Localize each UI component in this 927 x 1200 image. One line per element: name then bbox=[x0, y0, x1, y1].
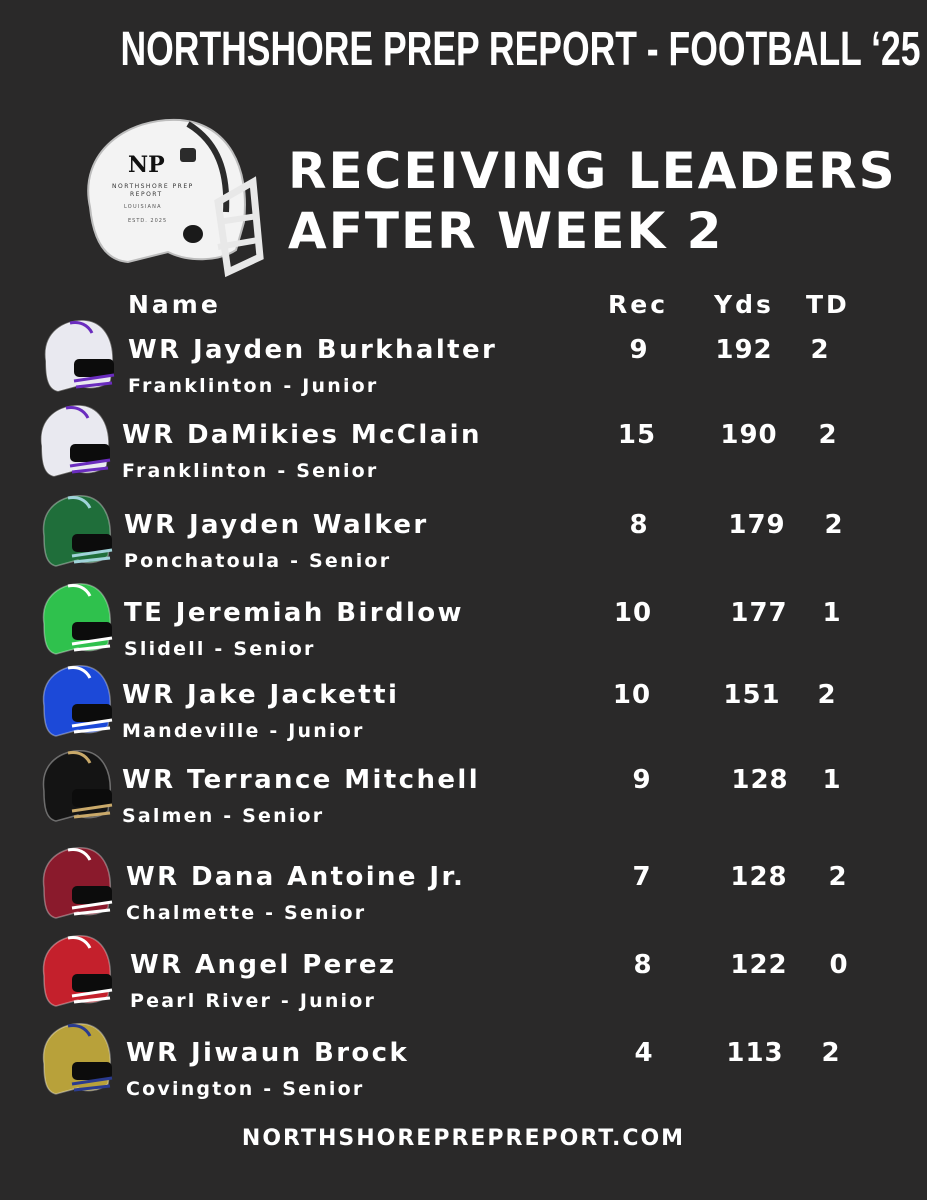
team-helmet-icon bbox=[38, 842, 114, 926]
svg-text:NORTHSHORE PREP: NORTHSHORE PREP bbox=[112, 183, 194, 190]
player-name: WR Dana Antoine Jr. bbox=[126, 862, 466, 892]
stat-yds: 192 bbox=[715, 335, 773, 365]
team-helmet-icon bbox=[36, 400, 112, 484]
stat-rec: 4 bbox=[634, 1038, 654, 1068]
team-helmet-icon bbox=[40, 315, 116, 399]
column-header-name: Name bbox=[128, 290, 221, 319]
stat-rec: 9 bbox=[629, 335, 649, 365]
page-title: NORTHSHORE PREP REPORT - FOOTBALL ‘25 bbox=[120, 23, 921, 76]
stat-td: 2 bbox=[821, 1038, 841, 1068]
stat-rec: 8 bbox=[629, 510, 649, 540]
player-name: WR Jayden Burkhalter bbox=[128, 335, 498, 365]
player-school-class: Franklinton - Junior bbox=[128, 375, 379, 397]
stat-rec: 8 bbox=[633, 950, 653, 980]
stat-rec: 10 bbox=[612, 680, 652, 710]
player-name: TE Jeremiah Birdlow bbox=[124, 598, 464, 628]
column-header-yds: Yds bbox=[714, 290, 774, 319]
stat-yds: 151 bbox=[723, 680, 781, 710]
stat-rec: 7 bbox=[632, 862, 652, 892]
player-name: WR Terrance Mitchell bbox=[122, 765, 481, 795]
player-name: WR Jayden Walker bbox=[124, 510, 429, 540]
player-school-class: Franklinton - Senior bbox=[122, 460, 379, 482]
stat-yds: 190 bbox=[720, 420, 778, 450]
player-school-class: Covington - Senior bbox=[126, 1078, 365, 1100]
team-helmet-icon bbox=[38, 745, 114, 829]
stat-td: 1 bbox=[822, 765, 842, 795]
team-helmet-icon bbox=[38, 578, 114, 662]
leader-row: WR Jayden Burkhalter Franklinton - Junior… bbox=[0, 320, 927, 425]
brand-logo-text: NP bbox=[128, 152, 165, 178]
footer-url: NORTHSHOREPREPREPORT.COM bbox=[241, 1126, 686, 1151]
stat-td: 2 bbox=[810, 335, 830, 365]
column-header-td: TD bbox=[806, 290, 850, 319]
stat-td: 2 bbox=[817, 680, 837, 710]
team-helmet-icon bbox=[38, 1018, 114, 1102]
svg-text:REPORT: REPORT bbox=[130, 191, 163, 198]
headline-line-2: AFTER WEEK 2 bbox=[288, 202, 724, 260]
leader-row: WR DaMikies McClain Franklinton - Senior 1… bbox=[0, 405, 927, 510]
stat-yds: 113 bbox=[726, 1038, 784, 1068]
team-helmet-icon bbox=[38, 930, 114, 1014]
player-name: WR DaMikies McClain bbox=[122, 420, 482, 450]
stat-rec: 10 bbox=[613, 598, 653, 628]
stat-td: 1 bbox=[822, 598, 842, 628]
headline-line-1: RECEIVING LEADERS bbox=[288, 142, 897, 200]
stat-td: 2 bbox=[828, 862, 848, 892]
leader-row: WR Dana Antoine Jr. Chalmette - Senior 7 12… bbox=[0, 847, 927, 952]
player-school-class: Salmen - Senior bbox=[122, 805, 325, 827]
leader-row: TE Jeremiah Birdlow Slidell - Senior 10 177… bbox=[0, 583, 927, 688]
leader-row: WR Terrance Mitchell Salmen - Senior 9 128 1 bbox=[0, 750, 927, 855]
player-school-class: Slidell - Senior bbox=[124, 638, 316, 660]
stat-td: 2 bbox=[824, 510, 844, 540]
stat-td: 2 bbox=[818, 420, 838, 450]
stat-yds: 128 bbox=[731, 765, 789, 795]
stat-td: 0 bbox=[829, 950, 849, 980]
stat-yds: 177 bbox=[730, 598, 788, 628]
leader-row: WR Jiwaun Brock Covington - Senior 4 113 2 bbox=[0, 1023, 927, 1128]
player-school-class: Ponchatoula - Senior bbox=[124, 550, 392, 572]
player-name: WR Jiwaun Brock bbox=[126, 1038, 410, 1068]
team-helmet-icon bbox=[38, 490, 114, 574]
svg-text:ESTD. 2025: ESTD. 2025 bbox=[128, 218, 167, 224]
leader-row: WR Jayden Walker Ponchatoula - Senior 8 179… bbox=[0, 495, 927, 600]
leader-row: WR Jake Jacketti Mandeville - Junior 10 151… bbox=[0, 665, 927, 770]
player-school-class: Chalmette - Senior bbox=[126, 902, 367, 924]
stat-rec: 9 bbox=[632, 765, 652, 795]
team-helmet-icon bbox=[38, 660, 114, 744]
stat-yds: 122 bbox=[730, 950, 788, 980]
brand-helmet-logo: NP NORTHSHORE PREP REPORT LOUISIANA ESTD… bbox=[87, 118, 264, 278]
player-school-class: Mandeville - Junior bbox=[122, 720, 365, 742]
player-name: WR Jake Jacketti bbox=[122, 680, 400, 710]
svg-text:LOUISIANA: LOUISIANA bbox=[124, 204, 162, 210]
stat-yds: 179 bbox=[728, 510, 786, 540]
column-header-rec: Rec bbox=[608, 290, 669, 319]
leader-row: WR Angel Perez Pearl River - Junior 8 122 0 bbox=[0, 935, 927, 1040]
stat-yds: 128 bbox=[730, 862, 788, 892]
stat-rec: 15 bbox=[617, 420, 657, 450]
player-school-class: Pearl River - Junior bbox=[130, 990, 377, 1012]
player-name: WR Angel Perez bbox=[130, 950, 397, 980]
